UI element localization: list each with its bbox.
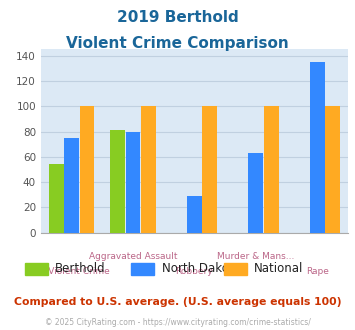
Text: Violent Crime Comparison: Violent Crime Comparison [66, 36, 289, 51]
Text: National: National [254, 262, 303, 276]
Bar [248, 153, 263, 233]
Bar [325, 106, 340, 233]
Bar [264, 106, 279, 233]
Bar [80, 106, 94, 233]
Text: North Dakota: North Dakota [162, 262, 240, 276]
Text: Rape: Rape [306, 267, 329, 276]
Text: Robbery: Robbery [176, 267, 213, 276]
Text: © 2025 CityRating.com - https://www.cityrating.com/crime-statistics/: © 2025 CityRating.com - https://www.city… [45, 318, 310, 327]
Text: Berthold: Berthold [55, 262, 106, 276]
Bar [64, 138, 79, 233]
Bar [187, 196, 202, 233]
Bar [310, 62, 324, 233]
Bar [126, 132, 140, 233]
Text: Murder & Mans...: Murder & Mans... [217, 252, 294, 261]
Text: All Violent Crime: All Violent Crime [34, 267, 109, 276]
Text: Compared to U.S. average. (U.S. average equals 100): Compared to U.S. average. (U.S. average … [14, 297, 341, 307]
Bar [141, 106, 156, 233]
Text: 2019 Berthold: 2019 Berthold [117, 10, 238, 25]
Text: Aggravated Assault: Aggravated Assault [89, 252, 177, 261]
Bar [49, 164, 64, 233]
Bar [110, 130, 125, 233]
Bar [202, 106, 217, 233]
